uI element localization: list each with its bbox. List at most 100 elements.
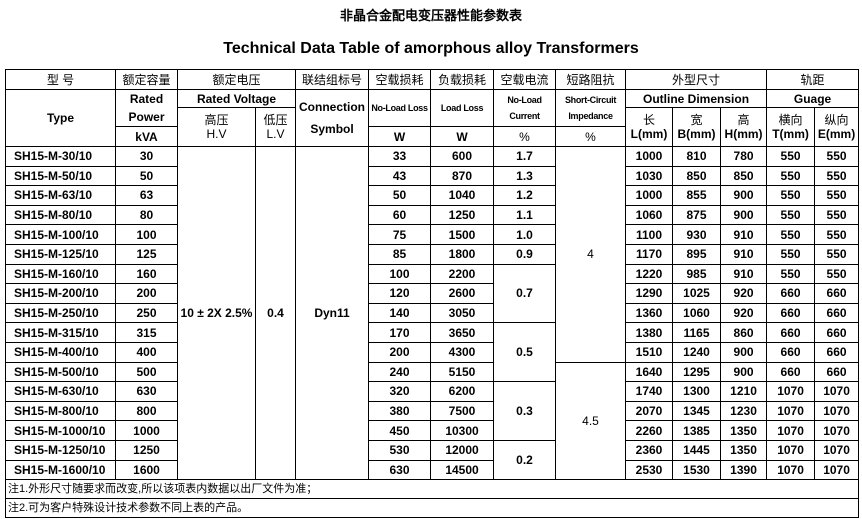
cell-longitudinal-gauge: 660 bbox=[814, 322, 860, 343]
length-cn: 长 bbox=[643, 113, 656, 127]
cell-load-loss: 3050 bbox=[430, 302, 495, 324]
cell-transverse-gauge: 660 bbox=[766, 341, 816, 363]
table-row: SH15-M-200/10 200 120 2600 1290 1025 920 660 660 bbox=[5, 283, 860, 304]
cell-no-load-current: 0.5 bbox=[493, 322, 557, 383]
cell-no-load-loss: 320 bbox=[368, 381, 432, 402]
cell-width: 1345 bbox=[672, 400, 722, 422]
cell-width: 1300 bbox=[672, 381, 722, 402]
cell-no-load-loss: 530 bbox=[368, 439, 432, 461]
cell-length: 1000 bbox=[625, 185, 674, 206]
header-row-english: Type Rated Power Rated Voltage Connectio… bbox=[5, 89, 860, 147]
technical-data-table: 型 号 额定容量 额定电压 联结组标号 空载损耗 负载损耗 空载电流 短路阻抗 … bbox=[4, 69, 860, 519]
header-impedance-cn: 短路阻抗 bbox=[555, 69, 627, 90]
cell-width: 855 bbox=[672, 185, 722, 206]
cell-longitudinal-gauge: 550 bbox=[814, 263, 860, 285]
cell-longitudinal-gauge: 550 bbox=[814, 243, 860, 265]
table-row: SH15-M-800/10 800 380 7500 2070 1345 1230 1070 1… bbox=[5, 400, 860, 422]
width-cn: 宽 bbox=[690, 113, 703, 127]
cell-rated-power: 160 bbox=[115, 263, 178, 285]
cell-height: 780 bbox=[720, 146, 768, 167]
cell-type: SH15-M-1000/10 bbox=[5, 420, 116, 441]
table-row: SH15-M-100/10 100 75 1500 1.0 1100 930 910 550 55… bbox=[5, 224, 860, 245]
lv-label: L.V bbox=[266, 127, 285, 141]
cell-height: 1230 bbox=[720, 400, 768, 422]
cell-no-load-loss: 630 bbox=[368, 459, 432, 481]
cell-no-load-loss: 120 bbox=[368, 283, 432, 304]
cell-no-load-loss: 450 bbox=[368, 420, 432, 441]
table-body: SH15-M-30/10 30 10 ± 2X 2.5% 0.4 Dyn11 33 600 1… bbox=[5, 145, 860, 481]
header-no-load-current: No-Load Current bbox=[493, 89, 557, 127]
header-unit-w-noload: W bbox=[368, 126, 432, 147]
cell-width: 810 bbox=[672, 146, 722, 167]
header-width: 宽 B(mm) bbox=[672, 107, 722, 147]
table-row: SH15-M-125/10 125 85 1800 0.9 1170 895 910 550 55… bbox=[5, 243, 860, 265]
cell-hv-voltage: 10 ± 2X 2.5% bbox=[177, 145, 256, 481]
cell-type: SH15-M-30/10 bbox=[5, 146, 116, 167]
cell-rated-power: 50 bbox=[115, 165, 178, 187]
cell-width: 985 bbox=[672, 263, 722, 285]
cell-rated-power: 800 bbox=[115, 400, 178, 422]
cell-length: 1170 bbox=[625, 243, 674, 265]
cell-load-loss: 1800 bbox=[430, 243, 495, 265]
cell-rated-power: 500 bbox=[115, 361, 178, 383]
header-connection-cn: 联结组标号 bbox=[295, 69, 370, 90]
cell-transverse-gauge: 550 bbox=[766, 263, 816, 285]
cell-no-load-current: 1.0 bbox=[493, 224, 557, 245]
cell-type: SH15-M-315/10 bbox=[5, 322, 116, 343]
cell-rated-power: 30 bbox=[115, 146, 178, 167]
cell-transverse-gauge: 550 bbox=[766, 185, 816, 206]
header-guage-cn: 轨距 bbox=[766, 69, 860, 90]
header-noload-loss-cn: 空载损耗 bbox=[368, 69, 432, 90]
header-rated-voltage: Rated Voltage bbox=[176, 89, 297, 108]
cell-longitudinal-gauge: 1070 bbox=[814, 400, 860, 422]
cell-height: 920 bbox=[720, 283, 768, 304]
cell-height: 900 bbox=[720, 204, 768, 226]
note-2: 注2.可为客户特殊设计技术参数不同上表的产品。 bbox=[4, 498, 860, 519]
header-rated-power: Rated Power bbox=[115, 89, 178, 127]
header-kva: kVA bbox=[115, 126, 178, 147]
cell-width: 1295 bbox=[672, 361, 722, 383]
cell-transverse-gauge: 550 bbox=[766, 204, 816, 226]
cell-type: SH15-M-630/10 bbox=[5, 381, 116, 402]
cell-type: SH15-M-400/10 bbox=[5, 341, 116, 363]
cell-width: 1025 bbox=[672, 283, 722, 304]
table-row: SH15-M-30/10 30 10 ± 2X 2.5% 0.4 Dyn11 33 600 1… bbox=[5, 145, 860, 481]
height-cn: 高 bbox=[737, 113, 750, 127]
cell-load-loss: 870 bbox=[430, 165, 495, 187]
header-no-load-loss: No-Load Loss bbox=[368, 89, 432, 127]
cell-longitudinal-gauge: 660 bbox=[814, 341, 860, 363]
cell-length: 2260 bbox=[625, 420, 674, 441]
cell-lv-voltage: 0.4 bbox=[254, 145, 297, 481]
cell-rated-power: 100 bbox=[115, 224, 178, 245]
table-row: SH15-M-1600/10 1600 630 14500 2530 1530 1390 10… bbox=[5, 459, 860, 481]
cell-no-load-loss: 200 bbox=[368, 341, 432, 363]
cell-transverse-gauge: 660 bbox=[766, 322, 816, 343]
cell-load-loss: 10300 bbox=[430, 420, 495, 441]
cell-rated-power: 1250 bbox=[115, 439, 178, 461]
cell-no-load-current: 0.7 bbox=[493, 263, 557, 324]
cell-no-load-loss: 33 bbox=[368, 146, 432, 167]
cell-load-loss: 12000 bbox=[430, 439, 495, 461]
cell-transverse-gauge: 550 bbox=[766, 165, 816, 187]
cell-no-load-current: 1.2 bbox=[493, 185, 557, 206]
cell-rated-power: 630 bbox=[115, 381, 178, 402]
table-row: SH15-M-63/10 63 50 1040 1.2 1000 855 900 550 550 bbox=[5, 185, 860, 206]
cell-length: 2070 bbox=[625, 400, 674, 422]
cell-no-load-loss: 85 bbox=[368, 243, 432, 265]
table-row: SH15-M-500/10 500 240 5150 4.5 1640 1295 900 660… bbox=[5, 361, 860, 481]
cell-type: SH15-M-800/10 bbox=[5, 400, 116, 422]
cell-transverse-gauge: 660 bbox=[766, 361, 816, 383]
cell-rated-power: 63 bbox=[115, 185, 178, 206]
cell-rated-power: 400 bbox=[115, 341, 178, 363]
cell-no-load-current: 1.1 bbox=[493, 204, 557, 226]
table-row: SH15-M-80/10 80 60 1250 1.1 1060 875 900 550 550 bbox=[5, 204, 860, 226]
header-capacity-cn: 额定容量 bbox=[115, 69, 178, 90]
cell-longitudinal-gauge: 660 bbox=[814, 283, 860, 304]
cell-no-load-current: 0.2 bbox=[493, 439, 557, 481]
header-load-loss-cn: 负载损耗 bbox=[430, 69, 495, 90]
cell-length: 2360 bbox=[625, 439, 674, 461]
transverse-unit: T(mm) bbox=[772, 127, 809, 141]
cell-load-loss: 600 bbox=[430, 146, 495, 167]
cell-no-load-loss: 50 bbox=[368, 185, 432, 206]
cell-transverse-gauge: 1070 bbox=[766, 400, 816, 422]
